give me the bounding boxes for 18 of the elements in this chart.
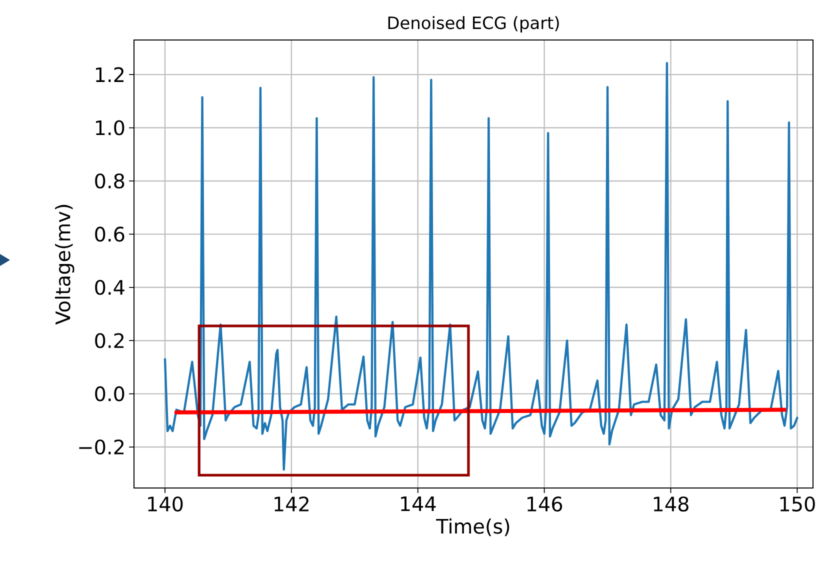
x-tick-label: 150	[780, 496, 815, 512]
chart-title: Denoised ECG (part)	[388, 16, 559, 32]
x-tick-label: 144	[401, 496, 436, 512]
y-tick-label: 0.8	[95, 173, 124, 189]
y-tick-label: 0.6	[95, 226, 124, 242]
x-tick-label: 140	[148, 496, 183, 512]
y-tick-label: 1.0	[96, 120, 124, 136]
x-tick-label: 142	[274, 496, 308, 512]
y-tick-label: 0.0	[95, 386, 124, 402]
x-tick-label: 148	[654, 496, 688, 512]
y-tick-label: −0.2	[79, 439, 124, 455]
y-tick-label: 0.4	[95, 280, 124, 295]
x-axis-title: Time(s)	[436, 518, 510, 536]
line-series	[164, 62, 798, 471]
y-axis-title: Voltage(mv)	[54, 204, 74, 325]
y-tick-label: 1.2	[96, 67, 124, 82]
y-tick-label: 0.2	[95, 333, 124, 348]
x-tick-label: 146	[527, 496, 562, 512]
